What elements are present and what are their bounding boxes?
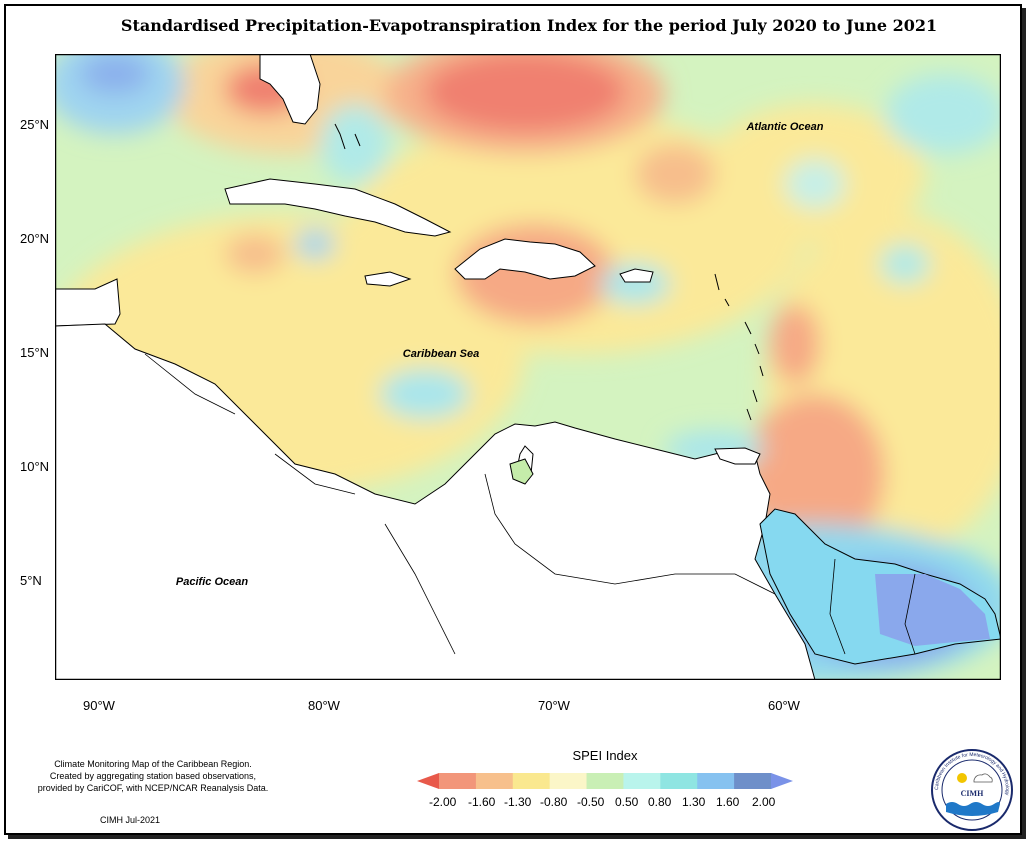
border-6 bbox=[904, 573, 916, 655]
atlantic-label: Atlantic Ocean bbox=[745, 121, 823, 133]
legend-value-1: -1.60 bbox=[468, 795, 496, 809]
legend-swatch-1 bbox=[439, 773, 477, 789]
legend-swatch-4 bbox=[549, 773, 588, 789]
island-outlines bbox=[334, 123, 764, 421]
lat-label-10n: 10°N bbox=[20, 459, 50, 474]
lon-label-90w: 90°W bbox=[83, 698, 115, 713]
legend-swatch-9 bbox=[734, 773, 772, 789]
trinidad bbox=[714, 447, 761, 465]
pacific-label: Pacific Ocean bbox=[176, 576, 248, 588]
land-masses bbox=[55, 54, 816, 680]
legend-swatch-6 bbox=[623, 773, 661, 789]
lat-label-15n: 15°N bbox=[20, 345, 50, 360]
legend-value-0: -2.00 bbox=[429, 795, 457, 809]
lon-label-70w: 70°W bbox=[538, 698, 570, 713]
border-3 bbox=[484, 473, 776, 595]
caribbean-label: Caribbean Sea bbox=[403, 348, 479, 360]
lesser-antilles bbox=[744, 321, 764, 421]
legend-swatch-0 bbox=[417, 773, 439, 789]
guianas-wet-core bbox=[875, 574, 990, 646]
lat-label-5n: 5°N bbox=[20, 573, 42, 588]
legend-value-5: 0.50 bbox=[615, 795, 639, 809]
legend-value-6: 0.80 bbox=[648, 795, 672, 809]
legend-value-7: 1.30 bbox=[682, 795, 706, 809]
credit-text: CIMH Jul-2021 bbox=[100, 815, 161, 825]
legend-value-9: 2.00 bbox=[752, 795, 776, 809]
info-line-3: provided by CariCOF, with NCEP/NCAR Rean… bbox=[37, 783, 269, 793]
info-line-1: Climate Monitoring Map of the Caribbean … bbox=[54, 759, 252, 769]
border-4 bbox=[384, 523, 456, 655]
lat-label-20n: 20°N bbox=[20, 231, 50, 246]
legend-swatch-5 bbox=[586, 773, 624, 789]
info-line-2: Created by aggregating station based obs… bbox=[49, 771, 257, 781]
lat-label-25n: 25°N bbox=[20, 117, 50, 132]
legend-swatch-7 bbox=[660, 773, 698, 789]
map-title: Standardised Precipitation-Evapotranspir… bbox=[120, 16, 938, 35]
legend-swatch-3 bbox=[512, 773, 551, 789]
spei-map: Atlantic Ocean Caribbean Sea Pacific Oce… bbox=[55, 54, 1001, 680]
legend-swatch-10 bbox=[771, 773, 793, 789]
legend-value-3: -0.80 bbox=[540, 795, 568, 809]
lake-maracaibo bbox=[509, 458, 534, 485]
bahamas-islands bbox=[334, 123, 361, 150]
legend-value-2: -1.30 bbox=[504, 795, 532, 809]
cloud-icon bbox=[973, 773, 993, 783]
leeward-islands bbox=[714, 273, 730, 307]
lon-label-60w: 60°W bbox=[768, 698, 800, 713]
florida bbox=[259, 54, 321, 125]
legend-title: SPEI Index bbox=[572, 748, 638, 763]
jamaica bbox=[364, 271, 412, 287]
info-note: Climate Monitoring Map of the Caribbean … bbox=[28, 758, 278, 794]
border-2 bbox=[274, 453, 356, 495]
logo-acronym: CIMH bbox=[961, 789, 984, 798]
legend-value-8: 1.60 bbox=[716, 795, 740, 809]
puerto-rico bbox=[619, 268, 654, 283]
border-5 bbox=[829, 558, 846, 655]
lon-label-80w: 80°W bbox=[308, 698, 340, 713]
waves-icon bbox=[946, 802, 1000, 816]
legend-value-4: -0.50 bbox=[577, 795, 605, 809]
border-1 bbox=[144, 353, 236, 415]
map-border bbox=[55, 54, 1001, 680]
legend-swatch-8 bbox=[697, 773, 735, 789]
sun-icon bbox=[957, 773, 967, 783]
cuba bbox=[224, 178, 452, 237]
cimh-logo: CIMH Caribbean Institute for Meteorology… bbox=[931, 749, 1013, 831]
country-borders bbox=[144, 353, 916, 655]
legend-colorbar bbox=[417, 773, 793, 789]
suriname-wet-zone bbox=[875, 574, 990, 646]
legend-swatch-2 bbox=[475, 773, 514, 789]
south-central-america bbox=[55, 323, 816, 680]
yucatan-land bbox=[55, 278, 121, 327]
hispaniola bbox=[454, 238, 596, 280]
